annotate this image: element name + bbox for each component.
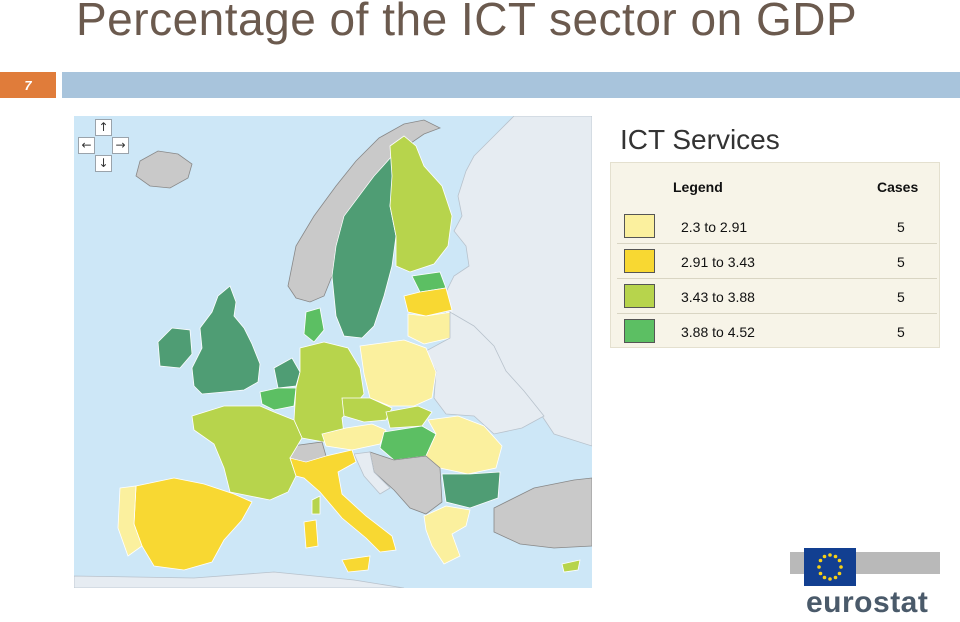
europe-map[interactable]: ↑ ← → ↓	[74, 116, 592, 588]
region-denmark	[303, 307, 325, 343]
pan-left-icon[interactable]: ←	[78, 137, 95, 154]
legend-row: 2.3 to 2.91 5	[617, 209, 937, 244]
region-latvia	[403, 287, 453, 317]
header-bar	[62, 72, 960, 98]
region-greece	[423, 505, 471, 565]
legend-table: Legend Cases 2.3 to 2.91 5 2.91 to 3.43 …	[610, 162, 940, 348]
legend-cases: 5	[897, 289, 905, 305]
region-poland	[359, 339, 437, 407]
legend-range: 2.91 to 3.43	[681, 254, 755, 270]
region-italy	[289, 449, 397, 553]
region-belgium	[259, 387, 297, 411]
legend-cases: 5	[897, 324, 905, 340]
eu-stars-icon	[817, 553, 843, 581]
region-croatia	[353, 451, 391, 495]
legend-cases: 5	[897, 219, 905, 235]
region-uk	[191, 285, 261, 395]
region-france	[191, 405, 303, 501]
region-turkey	[493, 477, 592, 549]
legend-range: 2.3 to 2.91	[681, 219, 748, 235]
legend-range: 3.43 to 3.88	[681, 289, 755, 305]
region-finland	[389, 135, 453, 273]
region-lithuania	[407, 311, 453, 345]
eu-flag-icon	[804, 548, 856, 586]
region-sardinia	[303, 519, 319, 549]
slide-title: Percentage of the ICT sector on GDP	[76, 0, 858, 45]
pan-down-icon[interactable]: ↓	[95, 155, 112, 172]
region-bulgaria	[441, 471, 501, 509]
legend-swatch	[624, 319, 655, 343]
legend-swatch	[624, 249, 655, 273]
region-czechia	[341, 397, 393, 423]
legend-range: 3.88 to 4.52	[681, 324, 755, 340]
legend-cases: 5	[897, 254, 905, 270]
region-romania	[425, 415, 503, 475]
slide-number: 7	[0, 72, 56, 98]
region-sicily	[341, 555, 371, 573]
legend-swatch	[624, 284, 655, 308]
legend-row: 2.91 to 3.43 5	[617, 244, 937, 279]
legend-row: 3.88 to 4.52 5	[617, 314, 937, 348]
region-ireland	[157, 327, 193, 369]
region-cyprus	[561, 559, 581, 573]
cases-header: Cases	[877, 179, 919, 195]
eurostat-wordmark: eurostat	[806, 586, 929, 619]
map-canvas[interactable]	[74, 116, 592, 588]
legend-swatch	[624, 214, 655, 238]
section-subtitle: ICT Services	[620, 124, 780, 155]
region-corsica	[311, 495, 321, 515]
region-portugal	[117, 485, 143, 557]
legend-row: 3.43 to 3.88 5	[617, 279, 937, 314]
map-nav-pad: ↑ ← → ↓	[76, 118, 132, 174]
region-iceland	[135, 150, 193, 189]
eurostat-logo: eurostat	[790, 548, 942, 622]
pan-up-icon[interactable]: ↑	[95, 119, 112, 136]
region-slovakia	[385, 405, 433, 429]
region-germany	[293, 341, 365, 443]
region-north-africa	[74, 571, 405, 588]
legend-header: Legend	[673, 179, 723, 195]
pan-right-icon[interactable]: →	[112, 137, 129, 154]
region-balkans	[369, 451, 443, 515]
